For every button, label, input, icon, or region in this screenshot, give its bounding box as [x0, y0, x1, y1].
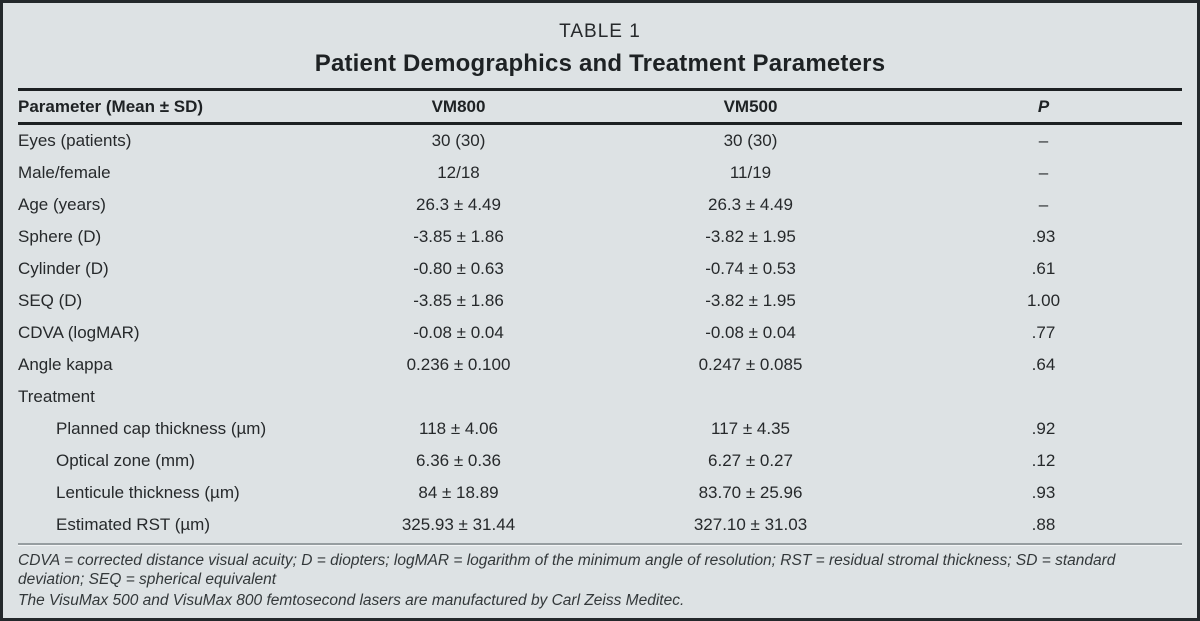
parameter-cell: Estimated RST (µm): [56, 515, 211, 534]
parameter-cell: Male/female: [18, 163, 111, 182]
p-value-cell: 1.00: [1026, 291, 1061, 310]
p-value-cell: .77: [1031, 323, 1056, 342]
table-row: Angle kappa 0.236 ± 0.100 0.247 ± 0.085 …: [18, 349, 1188, 381]
footnote-manufacturer: The VisuMax 500 and VisuMax 800 femtosec…: [18, 592, 685, 609]
table-row: CDVA (logMAR) -0.08 ± 0.04 -0.08 ± 0.04 …: [18, 317, 1188, 349]
table-row: Sphere (D) -3.85 ± 1.86 -3.82 ± 1.95 .93: [18, 221, 1188, 253]
footnotes: CDVA = corrected distance visual acuity;…: [18, 551, 1182, 610]
parameter-cell: CDVA (logMAR): [18, 323, 140, 342]
vm800-cell: 118 ± 4.06: [419, 419, 498, 438]
vm500-cell: -3.82 ± 1.95: [705, 291, 796, 310]
table-row: Planned cap thickness (µm) 118 ± 4.06 11…: [18, 413, 1188, 445]
vm800-cell: [315, 381, 602, 413]
vm500-cell: -0.08 ± 0.04: [705, 323, 796, 342]
table-number-label: TABLE 1: [559, 21, 641, 42]
p-value-cell: .12: [1031, 451, 1056, 470]
vm800-cell: 84 ± 18.89: [418, 483, 499, 502]
vm800-cell: 6.36 ± 0.36: [416, 451, 501, 470]
column-header-vm500: VM500: [723, 96, 778, 116]
parameter-cell: Sphere (D): [18, 227, 102, 246]
p-value-cell: –: [1038, 195, 1049, 214]
table-row: Estimated RST (µm) 325.93 ± 31.44 327.10…: [18, 509, 1188, 541]
parameter-cell: Age (years): [18, 195, 106, 214]
p-value-cell: .64: [1031, 355, 1056, 374]
p-value-cell: [899, 381, 1188, 413]
p-value-cell: –: [1038, 131, 1049, 150]
vm500-cell: [602, 381, 899, 413]
footnote-abbreviations: CDVA = corrected distance visual acuity;…: [18, 552, 1116, 588]
vm800-cell: 26.3 ± 4.49: [416, 195, 501, 214]
column-header-parameter: Parameter (Mean ± SD): [18, 96, 204, 116]
column-header-vm800: VM800: [431, 96, 486, 116]
p-value-cell: –: [1038, 163, 1049, 182]
vm800-cell: -0.08 ± 0.04: [413, 323, 504, 342]
parameter-cell: Optical zone (mm): [56, 451, 195, 470]
parameter-cell: SEQ (D): [18, 291, 83, 310]
parameter-cell: Angle kappa: [18, 355, 113, 374]
vm500-cell: 327.10 ± 31.03: [693, 515, 808, 534]
table-section-row: Treatment: [18, 381, 1188, 413]
demographics-table: Parameter (Mean ± SD) VM800 VM500 P: [18, 91, 1188, 122]
parameter-cell: Cylinder (D): [18, 259, 109, 278]
parameter-cell: Lenticule thickness (µm): [56, 483, 240, 502]
vm800-cell: 0.236 ± 0.100: [406, 355, 511, 374]
table-row: Cylinder (D) -0.80 ± 0.63 -0.74 ± 0.53 .…: [18, 253, 1188, 285]
vm500-cell: -3.82 ± 1.95: [705, 227, 796, 246]
table-header-row: Parameter (Mean ± SD) VM800 VM500 P: [18, 91, 1188, 122]
footnote-divider: [18, 543, 1182, 546]
vm500-cell: 6.27 ± 0.27: [708, 451, 793, 470]
vm800-cell: -3.85 ± 1.86: [413, 227, 504, 246]
vm800-cell: -0.80 ± 0.63: [413, 259, 504, 278]
vm800-cell: -3.85 ± 1.86: [413, 291, 504, 310]
vm800-cell: 12/18: [437, 163, 480, 182]
p-value-cell: .93: [1031, 227, 1056, 246]
vm800-cell: 325.93 ± 31.44: [401, 515, 516, 534]
table-row: Lenticule thickness (µm) 84 ± 18.89 83.7…: [18, 477, 1188, 509]
header-rule: [18, 122, 1182, 125]
p-value-cell: .88: [1031, 515, 1056, 534]
p-value-cell: .92: [1031, 419, 1056, 438]
table-title: Patient Demographics and Treatment Param…: [314, 50, 886, 77]
vm500-cell: 83.70 ± 25.96: [698, 483, 803, 502]
p-value-cell: .61: [1031, 259, 1056, 278]
vm500-cell: -0.74 ± 0.53: [705, 259, 796, 278]
column-header-p-value: P: [1037, 96, 1050, 116]
vm800-cell: 30 (30): [431, 131, 486, 150]
top-rule: [18, 88, 1182, 91]
p-value-cell: .93: [1031, 483, 1056, 502]
table-row: Optical zone (mm) 6.36 ± 0.36 6.27 ± 0.2…: [18, 445, 1188, 477]
table-row: SEQ (D) -3.85 ± 1.86 -3.82 ± 1.95 1.00: [18, 285, 1188, 317]
table-row: Male/female 12/18 11/19 –: [18, 157, 1188, 189]
demographics-table-body: Eyes (patients) 30 (30) 30 (30) – Male/f…: [18, 125, 1188, 541]
parameter-cell: Eyes (patients): [18, 131, 132, 150]
section-label: Treatment: [18, 387, 95, 406]
table-row: Eyes (patients) 30 (30) 30 (30) –: [18, 125, 1188, 157]
vm500-cell: 11/19: [729, 163, 772, 182]
vm500-cell: 0.247 ± 0.085: [698, 355, 803, 374]
vm500-cell: 26.3 ± 4.49: [708, 195, 793, 214]
vm500-cell: 30 (30): [723, 131, 778, 150]
table-row: Age (years) 26.3 ± 4.49 26.3 ± 4.49 –: [18, 189, 1188, 221]
vm500-cell: 117 ± 4.35: [711, 419, 790, 438]
parameter-cell: Planned cap thickness (µm): [56, 419, 267, 438]
